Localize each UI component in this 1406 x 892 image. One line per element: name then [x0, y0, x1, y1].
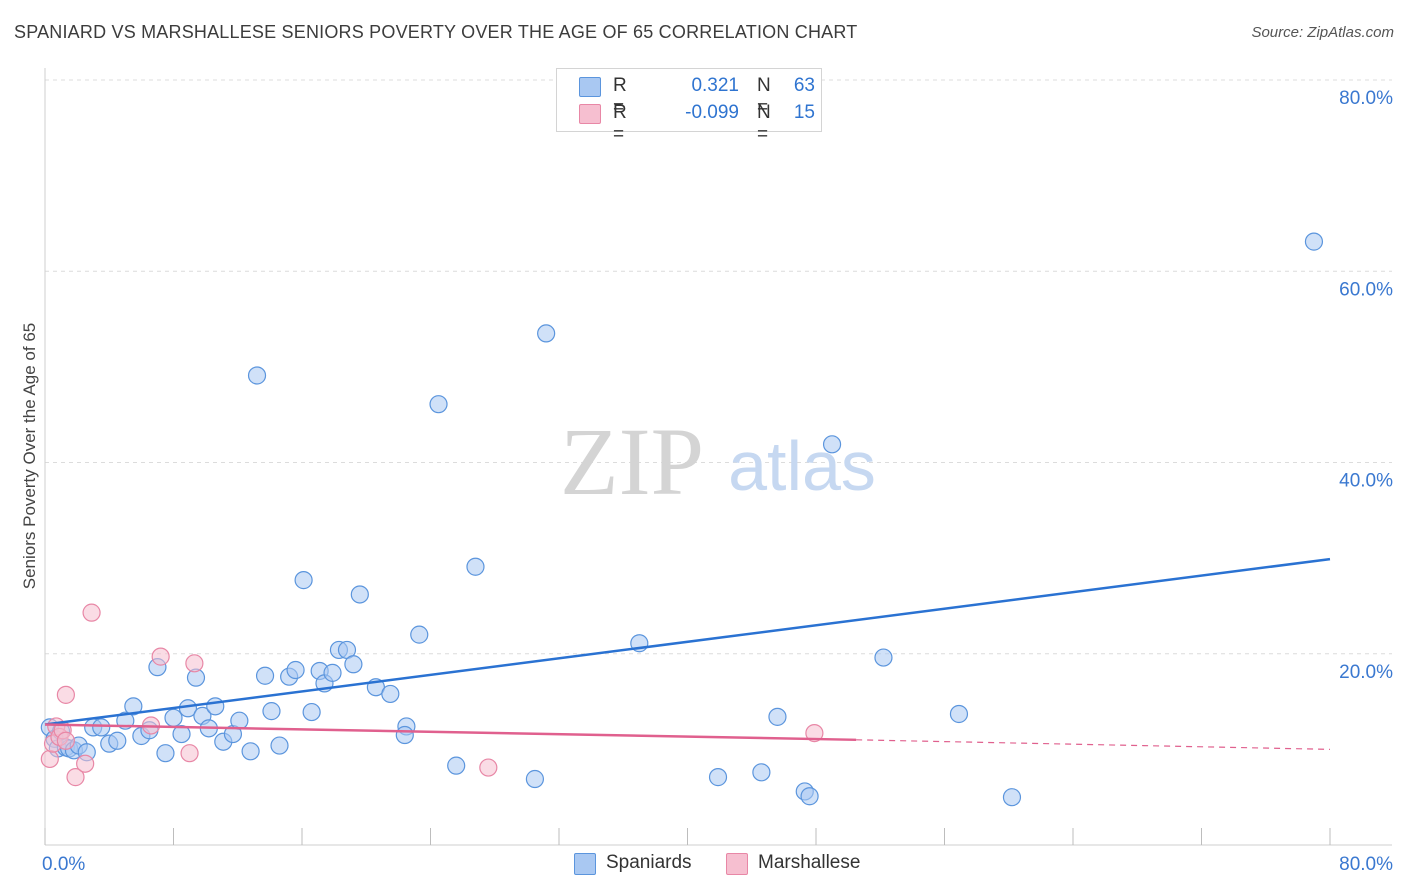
spaniards-point [156, 744, 175, 763]
spaniards-r-label: R = [613, 75, 627, 118]
spaniards-point [752, 763, 771, 782]
spaniards-point [447, 756, 466, 775]
marshallese-point [82, 603, 101, 622]
spaniards-point [525, 769, 545, 789]
marshallese-trend-extension [856, 739, 1331, 750]
x-tick-label-min: 0.0% [42, 854, 85, 875]
spaniards-point [92, 718, 111, 737]
spaniards-point [395, 725, 414, 745]
spaniards-point [949, 704, 969, 724]
spaniards-point [1002, 788, 1022, 807]
chart-title: SPANIARD VS MARSHALLESE SENIORS POVERTY … [14, 22, 858, 42]
y-tick-label: 40.0% [1339, 471, 1393, 492]
axes [44, 68, 1392, 846]
marshallese-point [66, 768, 85, 787]
marshallese-legend-label: Marshallese [758, 852, 861, 873]
marshallese-n-value: 15 [793, 102, 815, 123]
marshallese-point [56, 731, 75, 750]
spaniards-point [270, 736, 289, 755]
correlation-legend: R = 0.321 N = 63 R = -0.099 N = 15 [556, 68, 822, 145]
spaniards-point [537, 324, 556, 343]
spaniards-point [708, 768, 728, 787]
spaniards-point [302, 702, 321, 722]
spaniards-point [410, 625, 429, 644]
spaniards-point [164, 708, 183, 727]
spaniards-point [294, 571, 313, 590]
spaniards-n-value: 63 [793, 75, 815, 96]
y-tick-label: 80.0% [1339, 88, 1393, 109]
marshallese-point [151, 647, 170, 666]
marshallese-point [805, 724, 824, 743]
marshallese-point [76, 754, 95, 773]
x-tick-label-max: 80.0% [1339, 854, 1393, 875]
spaniards-point [344, 655, 363, 674]
spaniards-point [1304, 232, 1324, 251]
marshallese-trend-line [44, 723, 857, 742]
marshallese-point [185, 654, 204, 673]
spaniards-point [172, 724, 191, 744]
watermark-zip: ZIP [560, 408, 704, 515]
spaniards-point [381, 684, 400, 704]
y-tick-label: 20.0% [1339, 662, 1393, 683]
marshallese-point [180, 744, 199, 763]
y-axis-title: Seniors Poverty Over the Age of 65 [20, 322, 39, 590]
spaniards-point [466, 557, 485, 576]
spaniards-point [230, 711, 249, 730]
watermark: ZIP atlas [560, 408, 876, 515]
grid-lines [45, 79, 1392, 655]
spaniards-point [768, 707, 787, 726]
data-points [40, 232, 1324, 807]
spaniards-legend-label: Spaniards [606, 852, 692, 873]
marshallese-r-value: -0.099 [685, 102, 739, 123]
spaniards-point [124, 697, 143, 716]
spaniards-point [241, 742, 260, 761]
marshallese-point [56, 685, 75, 704]
marshallese-n-label: N = [757, 102, 771, 145]
spaniards-point [323, 663, 342, 682]
marshallese-legend-swatch [726, 853, 748, 875]
spaniards-point [800, 787, 819, 806]
spaniards-point [874, 648, 893, 667]
tick-labels: 20.0% 40.0% 60.0% 80.0% 0.0% 80.0% [42, 88, 1393, 875]
spaniards-trend-line [44, 557, 1331, 726]
spaniards-n-label: N = [757, 75, 771, 118]
y-tick-label: 60.0% [1339, 279, 1393, 300]
spaniards-point [822, 435, 842, 454]
spaniards-point [247, 366, 267, 385]
spaniards-legend-swatch [574, 853, 596, 875]
trend-lines [44, 557, 1331, 750]
spaniards-point [286, 660, 305, 680]
source-label: Source: ZipAtlas.com [1251, 24, 1394, 41]
spaniards-point [350, 585, 369, 604]
spaniards-point [206, 697, 225, 716]
spaniards-r-value: 0.321 [691, 75, 739, 96]
marshallese-r-label: R = [613, 102, 627, 145]
spaniards-point [262, 702, 281, 721]
marshallese-point [479, 758, 498, 777]
marshallese-point [40, 749, 59, 769]
watermark-atlas: atlas [728, 427, 876, 505]
spaniards-swatch [579, 77, 601, 97]
spaniards-point [255, 666, 275, 685]
spaniards-point [429, 395, 448, 414]
spaniards-point [108, 731, 127, 750]
marshallese-swatch [579, 104, 601, 124]
